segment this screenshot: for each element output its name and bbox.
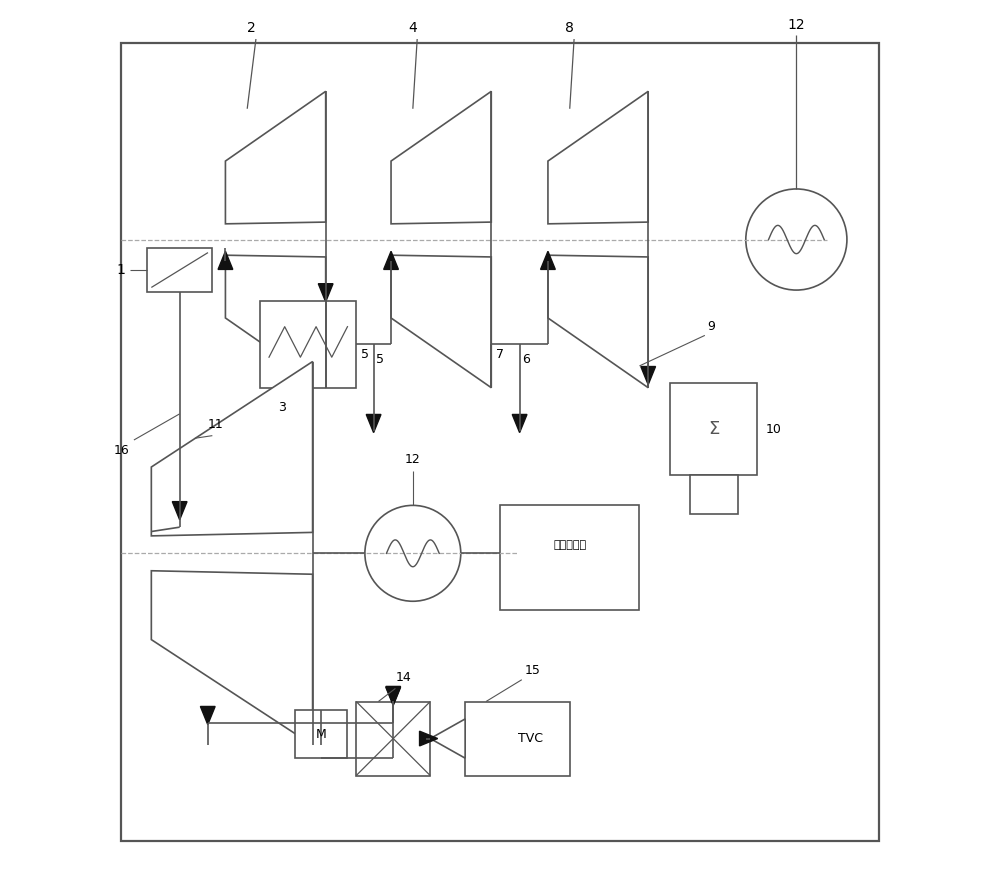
Text: M: M xyxy=(316,728,327,741)
Polygon shape xyxy=(200,707,215,724)
Text: 12: 12 xyxy=(788,18,805,32)
Bar xyxy=(690,475,738,514)
Bar xyxy=(121,43,879,841)
Text: 12: 12 xyxy=(405,453,421,466)
Polygon shape xyxy=(366,414,381,433)
Polygon shape xyxy=(318,283,333,302)
Polygon shape xyxy=(225,92,326,224)
Text: 9: 9 xyxy=(707,319,715,333)
Polygon shape xyxy=(386,686,401,705)
Bar xyxy=(147,248,212,292)
Text: 7: 7 xyxy=(496,348,504,362)
Text: 2: 2 xyxy=(247,20,256,34)
Text: 4: 4 xyxy=(408,20,417,34)
Bar xyxy=(670,384,757,475)
Text: 15: 15 xyxy=(524,664,540,677)
Text: 5: 5 xyxy=(376,353,384,366)
Text: 1: 1 xyxy=(116,263,125,277)
Polygon shape xyxy=(548,255,648,388)
Bar xyxy=(356,701,430,775)
Polygon shape xyxy=(541,252,555,269)
Text: 8: 8 xyxy=(565,20,574,34)
Polygon shape xyxy=(172,502,187,520)
Polygon shape xyxy=(391,255,491,388)
Text: 厂用电系统: 厂用电系统 xyxy=(553,539,586,550)
Polygon shape xyxy=(218,252,233,269)
Polygon shape xyxy=(151,571,313,745)
Polygon shape xyxy=(391,92,491,224)
Text: 10: 10 xyxy=(766,422,782,436)
Text: TVC: TVC xyxy=(518,732,543,745)
Polygon shape xyxy=(641,366,656,385)
Text: 5: 5 xyxy=(361,348,369,362)
Text: 11: 11 xyxy=(208,418,224,431)
Text: Σ: Σ xyxy=(708,420,719,438)
Text: 14: 14 xyxy=(395,671,411,684)
Polygon shape xyxy=(512,414,527,433)
Text: 6: 6 xyxy=(522,353,530,366)
Polygon shape xyxy=(151,362,313,536)
Polygon shape xyxy=(430,719,465,759)
Bar xyxy=(465,701,570,775)
Bar xyxy=(500,505,639,610)
Polygon shape xyxy=(548,92,648,224)
Text: 16: 16 xyxy=(114,444,130,458)
Text: 3: 3 xyxy=(278,400,286,414)
Bar xyxy=(295,710,347,759)
Polygon shape xyxy=(420,731,438,746)
Polygon shape xyxy=(386,687,401,706)
Polygon shape xyxy=(384,252,398,269)
Polygon shape xyxy=(225,255,326,388)
Bar xyxy=(260,301,356,388)
